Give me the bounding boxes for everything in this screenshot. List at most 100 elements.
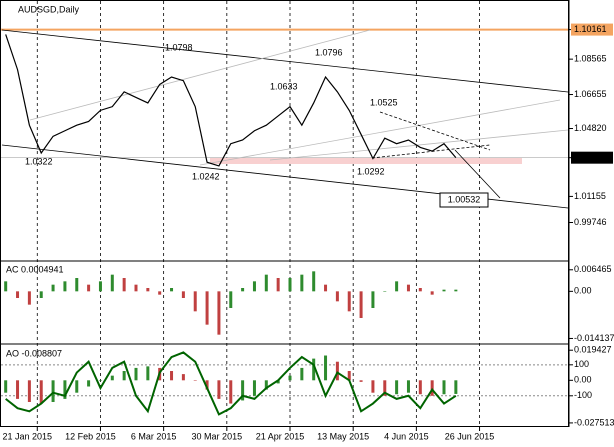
trend-line [269,129,569,161]
histogram-bar [406,284,410,292]
annotation: 1.0322 [25,156,53,166]
histogram-bar [359,380,363,382]
histogram-bar [4,380,8,393]
x-tick-label: 26 Jun 2015 [445,431,495,441]
histogram-bar [181,291,185,298]
annotation: 1.00532 [448,194,481,204]
histogram-bar [158,291,162,295]
histogram-bar [288,278,292,292]
annotation-box [439,192,489,208]
panel-label: AC 0.0004941 [6,264,64,274]
histogram-bar [324,284,328,292]
histogram-bar [134,367,138,381]
histogram-bar [252,281,256,292]
histogram-bar [454,289,458,292]
histogram-bar [39,380,43,404]
histogram-bar [63,281,67,292]
histogram-bar [205,380,209,390]
histogram-bar [276,278,280,292]
histogram-bar [181,374,185,381]
histogram-bar [288,375,292,381]
annotation: 1.0633 [270,81,298,91]
y-tick-label: 1.01155 [574,191,606,201]
frame [0,0,569,427]
histogram-bar [110,274,114,292]
histogram-bar [241,380,245,401]
histogram-bar [4,281,8,292]
histogram-bar [75,278,79,292]
histogram-bar [98,281,102,292]
y-tick-label: 1.03246 [574,152,607,162]
histogram-bar [430,291,434,295]
annotation: 1.0292 [357,166,385,176]
histogram-bar [16,291,20,298]
y-tick-label: 1.08565 [574,54,607,64]
histogram-bar [98,380,102,381]
histogram-bar [395,281,399,292]
histogram-bar [454,380,458,394]
histogram-bar [442,380,446,395]
y-tick-label: 1.06655 [574,89,607,99]
x-tick-label: 30 Mar 2015 [192,431,243,441]
histogram-bar [110,375,114,381]
y-tick-label: 100 [574,359,589,369]
histogram-bar [170,371,174,381]
annotation: 1.0525 [370,97,398,107]
histogram-bar [300,367,304,381]
trend-line [1,29,569,93]
histogram-bar [395,380,399,395]
annotation: 1.0242 [192,171,220,181]
histogram-bar [383,291,387,292]
price-label-bg [571,23,613,36]
y-tick-label: 1.10161 [574,24,607,34]
indicator-line [5,351,457,416]
histogram-bar [193,291,197,312]
histogram-bar [27,291,31,305]
histogram-bar [300,274,304,292]
histogram-bar [122,371,126,381]
histogram-bar [87,284,91,292]
histogram-bar [430,380,434,396]
histogram-bar [193,380,197,381]
y-tick-label: 0.019427 [574,345,612,355]
x-tick-label: 13 May 2015 [317,431,369,441]
histogram-bar [170,288,174,292]
histogram-bar [276,380,280,384]
y-tick-label: -0.014137 [574,333,614,343]
histogram-bar [359,291,363,318]
trend-line [199,99,561,166]
histogram-bar [51,284,55,292]
histogram-bar [418,380,422,395]
x-tick-label: 21 Jan 2015 [3,431,53,441]
histogram-bar [252,380,256,396]
histogram-bar [312,271,316,292]
histogram-bar [264,274,268,292]
x-tick-label: 6 Mar 2015 [131,431,177,441]
zone [210,158,522,164]
trend-line [29,29,371,121]
annotation: 1.0796 [315,47,343,57]
histogram-bar [335,361,339,381]
histogram-bar [27,380,31,402]
y-tick-label: 0.006465 [574,264,612,274]
y-tick-label: -0.027513 [574,417,614,427]
histogram-bar [312,358,316,381]
histogram-bar [371,380,375,393]
y-tick-label: 0.00 [574,286,592,296]
histogram-bar [371,291,375,308]
chart-title: AUDSGD,Daily [18,4,80,14]
histogram-bar [16,380,20,399]
panel-label: AO -0.008807 [6,348,62,358]
histogram-bar [87,380,91,387]
histogram-bar [406,380,410,393]
price-line [5,34,457,167]
histogram-bar [39,291,43,298]
histogram-bar [205,291,209,325]
histogram-bar [63,380,67,399]
histogram-bar [442,289,446,292]
histogram-bar [146,366,150,381]
histogram-bar [335,291,339,302]
x-tick-label: 21 Apr 2015 [256,431,305,441]
histogram-bar [134,284,138,292]
